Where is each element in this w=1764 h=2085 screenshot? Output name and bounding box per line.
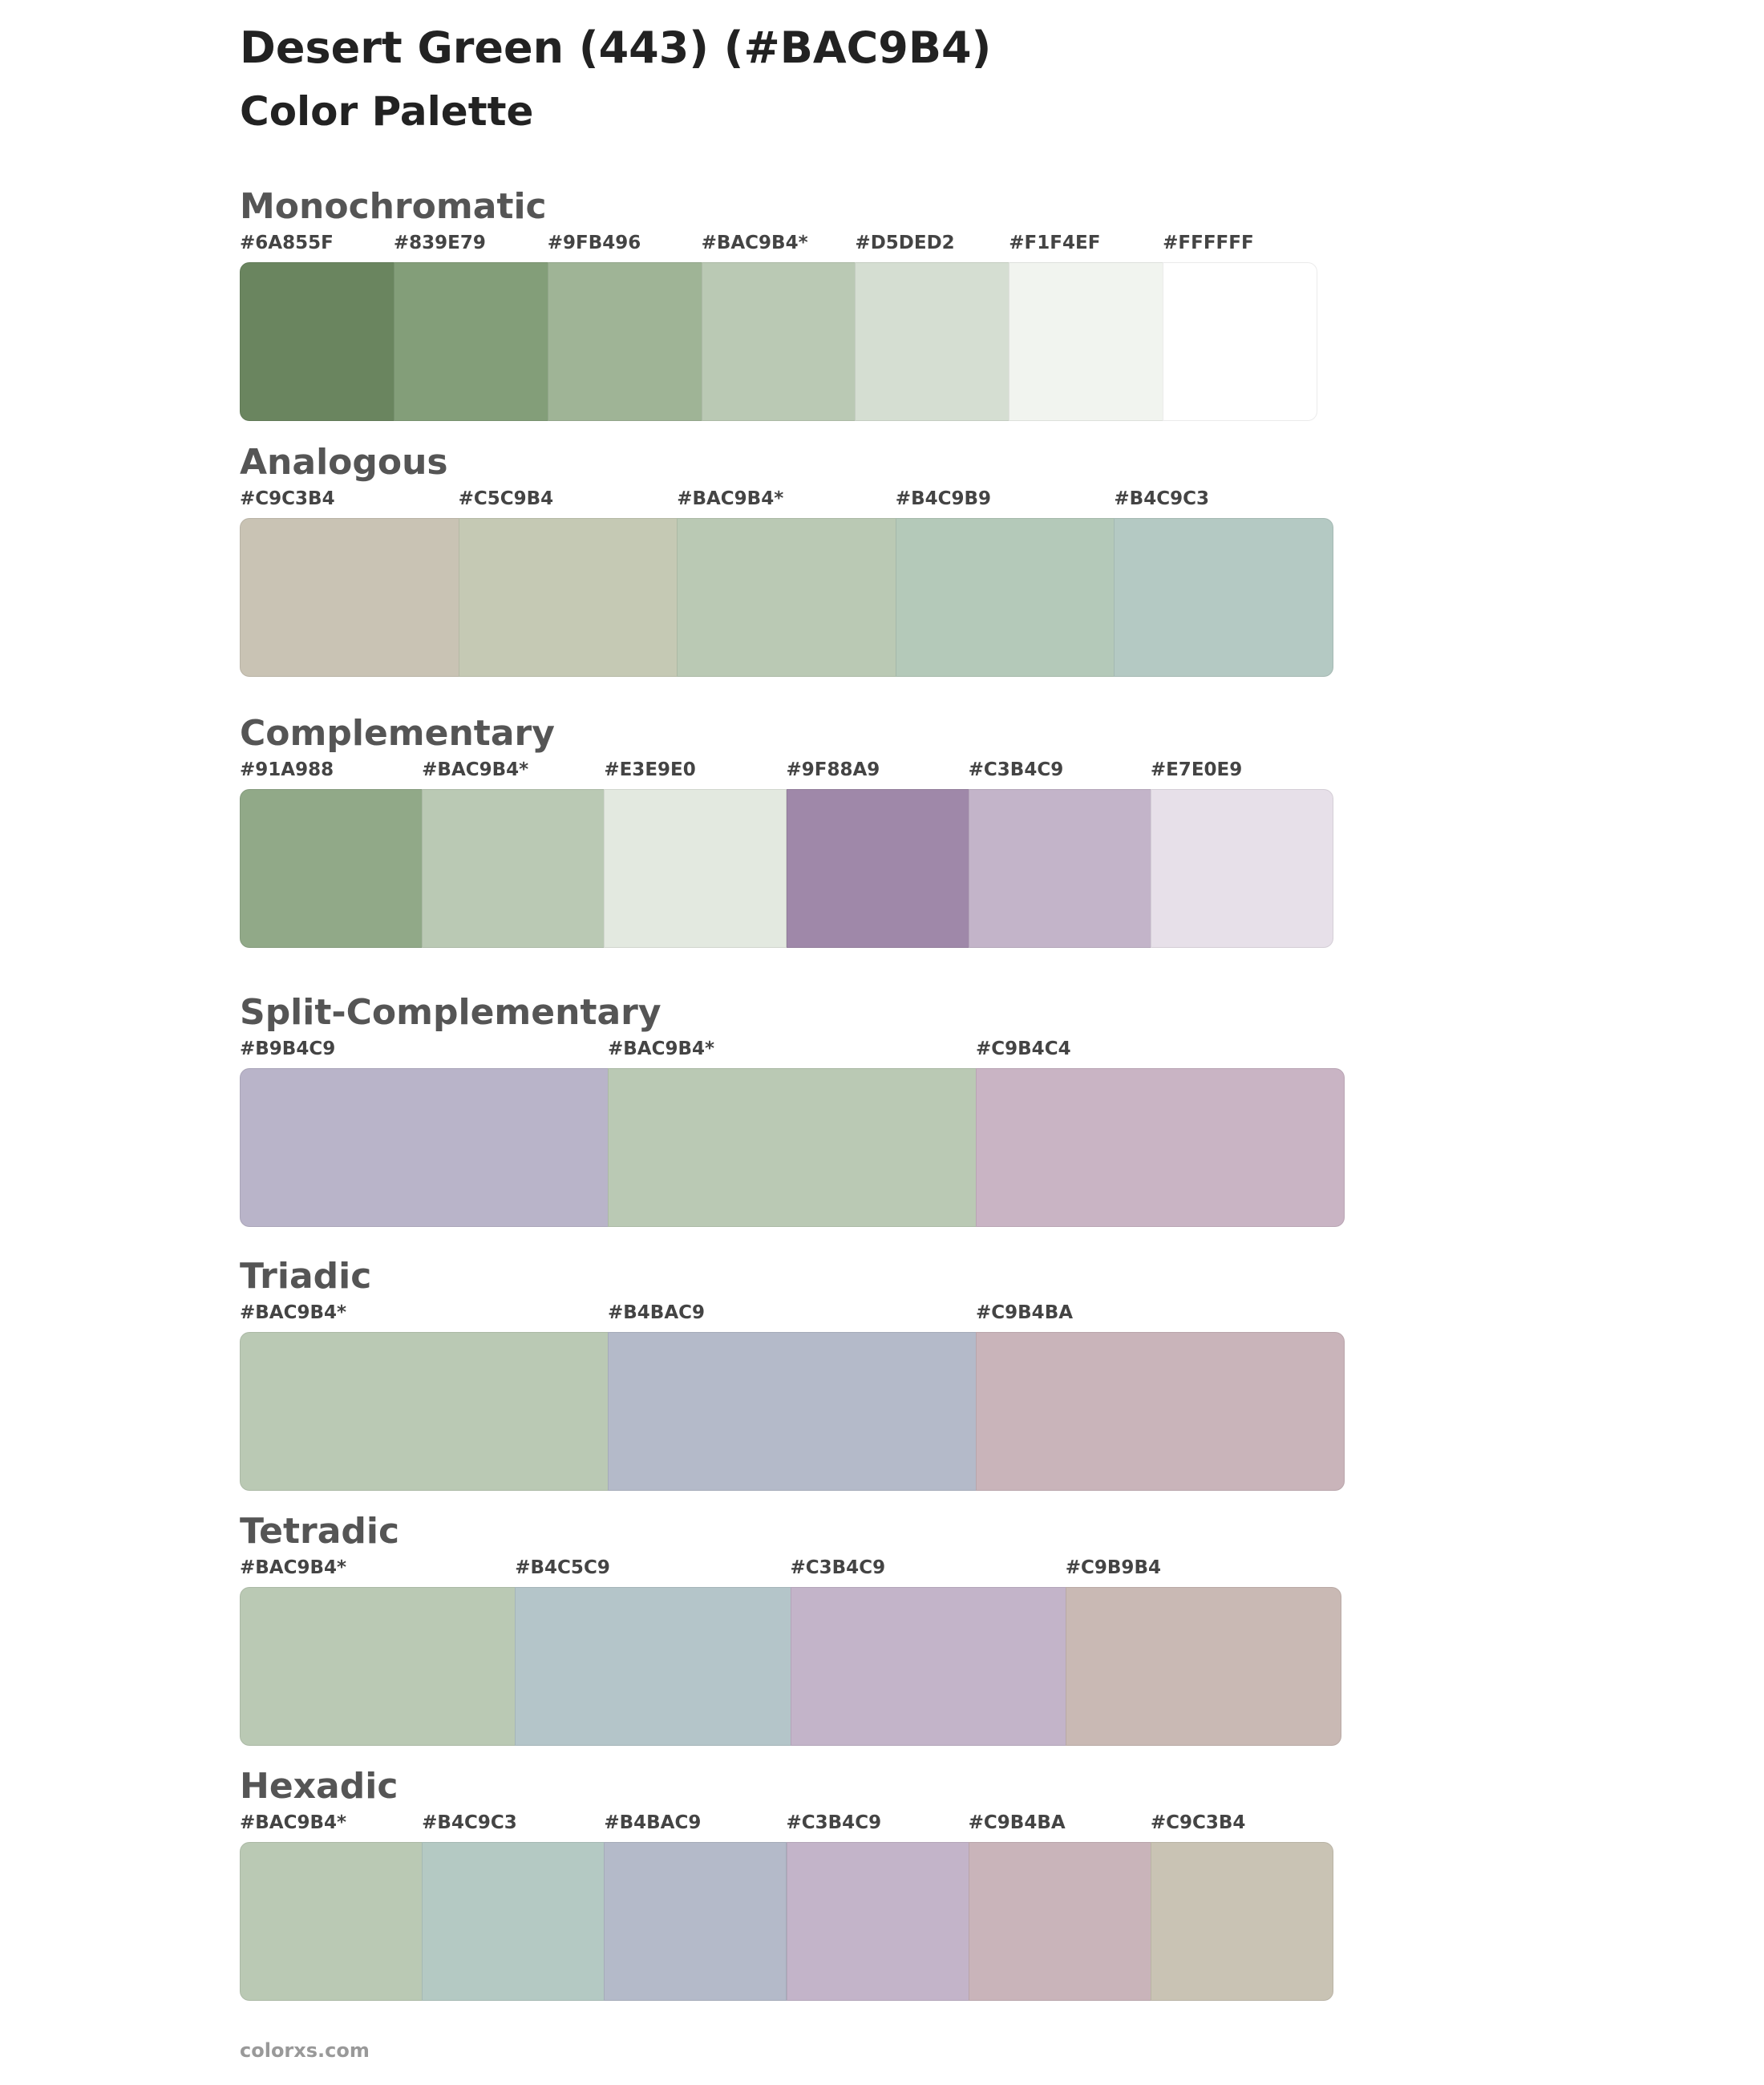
swatch xyxy=(240,1332,609,1491)
swatch xyxy=(677,518,896,677)
section-title: Analogous xyxy=(240,442,448,483)
section-title: Triadic xyxy=(240,1256,372,1297)
swatch xyxy=(458,518,678,677)
swatch xyxy=(240,789,423,948)
swatch xyxy=(1150,789,1333,948)
swatch-label: #C9C3B4 xyxy=(240,488,335,509)
swatch-label: #BAC9B4* xyxy=(240,1557,347,1578)
swatch xyxy=(895,518,1115,677)
swatch xyxy=(786,789,969,948)
swatch-label: #B4BAC9 xyxy=(604,1812,702,1833)
section-title: Hexadic xyxy=(240,1766,399,1807)
swatch-label: #BAC9B4* xyxy=(677,488,784,509)
swatch xyxy=(968,1842,1151,2001)
swatch-label: #BAC9B4* xyxy=(701,233,808,253)
swatch xyxy=(976,1332,1345,1491)
swatch-label: #E3E9E0 xyxy=(604,759,696,780)
swatch-label: #C9B9B4 xyxy=(1065,1557,1161,1578)
swatch-label: #B4C9B9 xyxy=(895,488,992,509)
swatch-label: #839E79 xyxy=(393,233,486,253)
swatch-label: #9FB496 xyxy=(547,233,641,253)
swatch xyxy=(701,262,856,421)
section-title: Complementary xyxy=(240,713,555,754)
swatch xyxy=(240,262,394,421)
swatch-label: #B4BAC9 xyxy=(608,1302,706,1323)
swatch xyxy=(240,518,459,677)
swatch xyxy=(1114,518,1333,677)
swatch-label: #C9B4BA xyxy=(968,1812,1066,1833)
swatch xyxy=(604,1842,787,2001)
swatch xyxy=(790,1587,1066,1746)
swatch xyxy=(604,789,787,948)
swatch xyxy=(422,789,605,948)
swatch-label: #F1F4EF xyxy=(1009,233,1101,253)
swatch xyxy=(786,1842,969,2001)
section-title: Split-Complementary xyxy=(240,992,662,1033)
swatch-label: #BAC9B4* xyxy=(240,1812,347,1833)
swatch-label: #B9B4C9 xyxy=(240,1038,336,1059)
swatch-label: #C9B4C4 xyxy=(976,1038,1071,1059)
swatch-label: #C9B4BA xyxy=(976,1302,1074,1323)
swatch-label: #BAC9B4* xyxy=(240,1302,347,1323)
swatch xyxy=(515,1587,791,1746)
swatch-label: #B4C5C9 xyxy=(515,1557,610,1578)
swatch-label: #B4C9C3 xyxy=(422,1812,517,1833)
swatch-label: #C3B4C9 xyxy=(786,1812,882,1833)
swatch-label: #9F88A9 xyxy=(786,759,880,780)
page-title: Desert Green (443) (#BAC9B4) xyxy=(240,22,992,73)
swatch xyxy=(968,789,1151,948)
swatch-label: #6A855F xyxy=(240,233,334,253)
swatch-label: #C5C9B4 xyxy=(458,488,554,509)
swatch-label: #C3B4C9 xyxy=(790,1557,886,1578)
swatch-label: #BAC9B4* xyxy=(422,759,529,780)
swatch xyxy=(608,1332,977,1491)
swatch-label: #D5DED2 xyxy=(855,233,955,253)
swatch-label: #E7E0E9 xyxy=(1150,759,1243,780)
swatch xyxy=(1163,262,1317,421)
page-subtitle: Color Palette xyxy=(240,88,534,135)
swatch-label: #B4C9C3 xyxy=(1114,488,1209,509)
section-title: Monochromatic xyxy=(240,186,547,227)
swatch xyxy=(1065,1587,1341,1746)
swatch xyxy=(1150,1842,1333,2001)
swatch-label: #C3B4C9 xyxy=(968,759,1064,780)
section-title: Tetradic xyxy=(240,1511,400,1552)
swatch-label: #FFFFFF xyxy=(1163,233,1254,253)
swatch xyxy=(976,1068,1345,1227)
swatch xyxy=(547,262,702,421)
swatch xyxy=(393,262,548,421)
swatch-label: #BAC9B4* xyxy=(608,1038,715,1059)
swatch-label: #91A988 xyxy=(240,759,334,780)
swatch-label: #C9C3B4 xyxy=(1150,1812,1246,1833)
swatch xyxy=(855,262,1010,421)
swatch xyxy=(240,1068,609,1227)
swatch xyxy=(240,1587,516,1746)
swatch xyxy=(422,1842,605,2001)
swatch xyxy=(608,1068,977,1227)
footer: colorxs.com xyxy=(240,2039,370,2062)
swatch xyxy=(1009,262,1164,421)
swatch xyxy=(240,1842,423,2001)
